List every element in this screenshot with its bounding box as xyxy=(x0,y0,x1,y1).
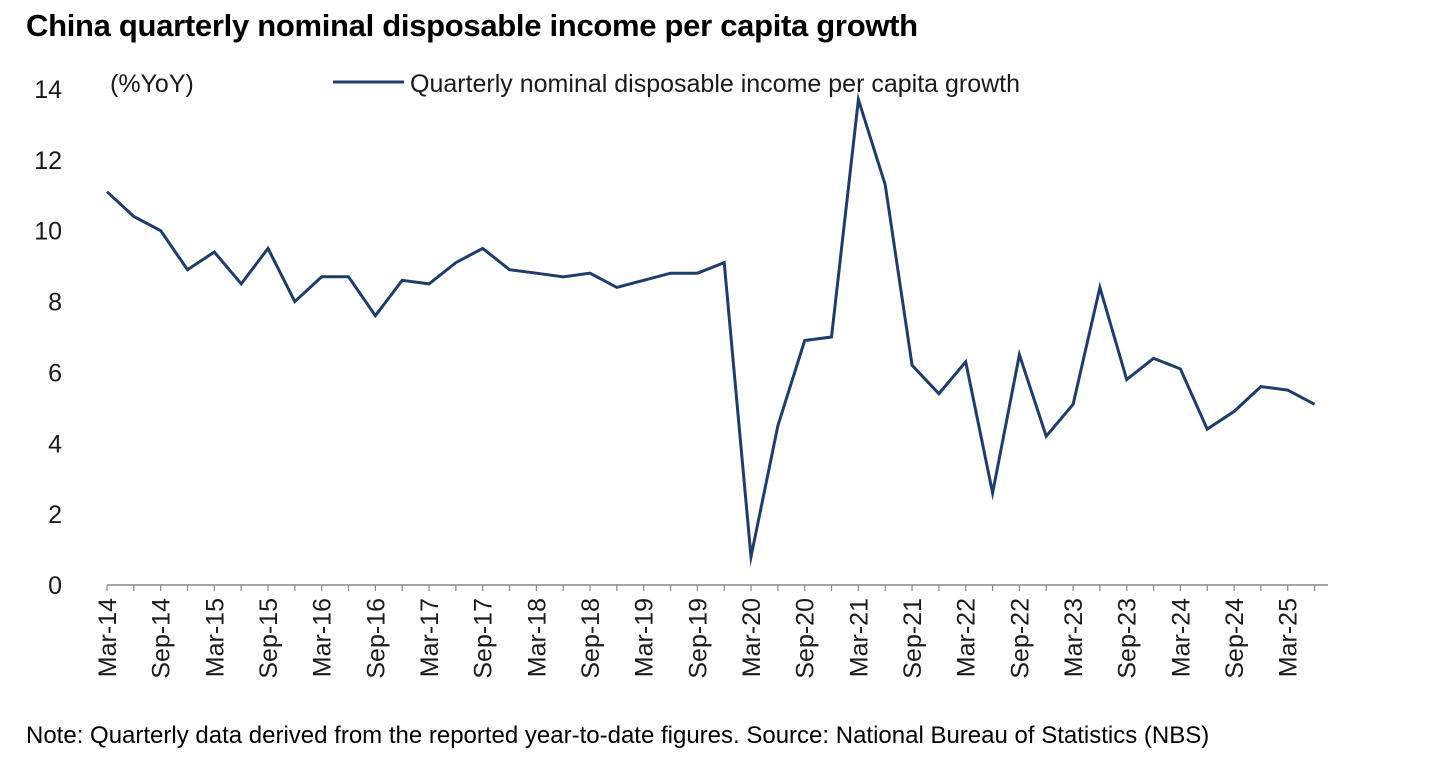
y-tick-label: 0 xyxy=(48,572,62,600)
y-tick-label: 6 xyxy=(48,359,62,387)
x-tick-label: Mar-20 xyxy=(738,598,766,677)
x-tick-label: Mar-19 xyxy=(631,598,659,677)
y-axis-label: (%YoY) xyxy=(110,70,194,98)
y-tick-label: 14 xyxy=(34,76,62,104)
y-axis: 0 2 4 6 8 10 12 14 xyxy=(34,76,62,600)
series-line-0 xyxy=(105,92,1316,567)
x-tick-label: Mar-16 xyxy=(309,598,337,677)
legend: Quarterly nominal disposable income per … xyxy=(333,70,1020,98)
x-axis: Mar-14 Sep-14 Mar-15 Sep-15 Mar-16 Sep-16 Mar-… xyxy=(94,584,1328,679)
x-tick-label: Sep-18 xyxy=(577,598,605,679)
legend-label: Quarterly nominal disposable income per … xyxy=(410,70,1020,98)
chart-note: Note: Quarterly data derived from the re… xyxy=(26,722,1210,749)
x-tick-label: Sep-15 xyxy=(255,598,283,679)
x-tick-label: Mar-17 xyxy=(416,598,444,677)
y-tick-label: 10 xyxy=(34,218,62,246)
chart-title: China quarterly nominal disposable incom… xyxy=(26,8,918,43)
x-tick-label: Sep-17 xyxy=(470,598,498,679)
x-tick-label: Mar-23 xyxy=(1060,598,1088,677)
x-tick-label: Mar-14 xyxy=(94,598,122,677)
x-tick-label: Sep-22 xyxy=(1006,598,1034,679)
y-tick-label: 4 xyxy=(48,430,62,458)
y-tick-label: 12 xyxy=(34,147,62,175)
x-tick-label: Mar-25 xyxy=(1275,598,1303,677)
x-tick-label: Sep-14 xyxy=(148,598,176,679)
x-tick-label: Mar-22 xyxy=(953,598,981,677)
x-tick-label: Sep-23 xyxy=(1114,598,1142,679)
x-tick-label: Mar-24 xyxy=(1167,598,1195,677)
x-tick-label: Sep-24 xyxy=(1221,598,1249,679)
x-tick-label: Mar-15 xyxy=(201,598,229,677)
x-tick-label: Sep-16 xyxy=(362,598,390,679)
y-tick-label: 2 xyxy=(48,501,62,529)
x-tick-label: Sep-21 xyxy=(899,598,927,679)
x-tick-label: Mar-18 xyxy=(523,598,551,677)
y-tick-label: 8 xyxy=(48,289,62,317)
x-tick-label: Mar-21 xyxy=(845,598,873,677)
series-layer xyxy=(105,92,1316,567)
x-tick-label: Sep-20 xyxy=(792,598,820,679)
x-tick-label: Sep-19 xyxy=(684,598,712,679)
